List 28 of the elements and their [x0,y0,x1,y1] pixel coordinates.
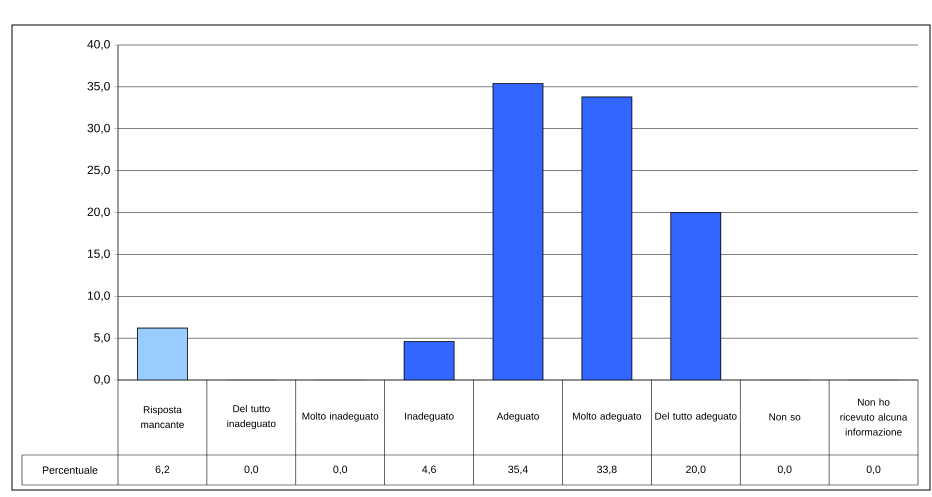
y-tick-label: 40,0 [87,40,110,50]
x-tick-label: Non so [769,414,800,420]
data-label: 0,0 [244,466,258,474]
data-label: 6,2 [156,466,170,474]
y-tick-label: 10,0 [88,291,110,302]
data-label: 33,8 [597,466,617,474]
y-tick-label: 35,0 [88,82,110,92]
data-label: 4,6 [422,466,436,474]
data-label: 20,0 [686,466,706,474]
x-tick-label: Non ho ricevuto alcuna informazione [840,398,908,436]
y-tick-label: 20,0 [88,208,110,218]
data-label: 35,4 [508,466,528,474]
y-tick-label: 15,0 [88,249,110,260]
x-tick-label: Del tutto inadeguato [227,404,276,430]
x-tick-label: Molto adeguato [573,412,642,422]
data-label: 0,0 [333,466,348,474]
y-tick-label: 5,0 [94,333,110,344]
y-tick-label: 0,0 [94,375,110,385]
x-tick-label: Adeguato [496,412,539,422]
y-tick-label: 25,0 [88,166,110,176]
x-tick-label: Del tutto adeguato [655,412,737,422]
x-tick-label: Inadeguato [405,412,454,422]
data-label: 0,0 [778,466,792,474]
x-tick-label: Risposta mancante [141,406,184,428]
x-tick-label: Molto inadeguato [302,412,378,422]
y-tick-label: 30,0 [88,124,110,134]
text: Percentuale [42,466,98,474]
data-label: 0,0 [866,466,880,474]
